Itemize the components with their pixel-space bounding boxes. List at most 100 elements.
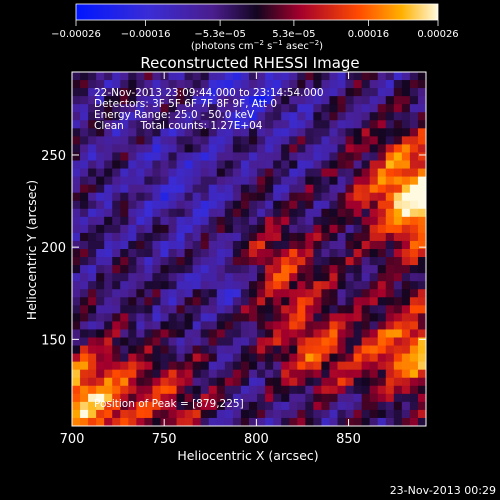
heatmap-cell	[361, 144, 371, 154]
heatmap-cell	[345, 313, 355, 323]
heatmap-cell	[80, 104, 89, 113]
heatmap-cell	[265, 144, 274, 154]
heatmap-cell	[393, 72, 403, 81]
heatmap-cell	[361, 136, 371, 146]
heatmap-cell	[96, 409, 105, 419]
heatmap-cell	[168, 409, 178, 419]
heatmap-cell	[144, 96, 154, 105]
heatmap-cell	[240, 232, 250, 242]
heatmap-cell	[337, 249, 347, 258]
heatmap-cell	[369, 216, 379, 226]
heatmap-cell	[329, 353, 339, 363]
heatmap-cell	[200, 257, 210, 266]
heatmap-cell	[104, 289, 113, 298]
heatmap-cell	[168, 128, 178, 137]
heatmap-cell	[232, 224, 242, 234]
heatmap-cell	[361, 257, 371, 266]
heatmap-cell	[128, 104, 137, 113]
heatmap-cell	[136, 176, 146, 186]
heatmap-cell	[305, 385, 314, 395]
heatmap-cell	[128, 184, 137, 194]
heatmap-cell	[192, 176, 202, 186]
heatmap-cell	[240, 184, 250, 194]
heatmap-cell	[329, 96, 339, 105]
heatmap-cell	[417, 409, 426, 419]
heatmap-cell	[281, 353, 290, 363]
heatmap-cell	[329, 144, 339, 154]
heatmap-cell	[208, 104, 218, 113]
heatmap-cell	[104, 160, 113, 170]
heatmap-cell	[240, 281, 250, 290]
heatmap-cell	[144, 80, 154, 89]
heatmap-cell	[216, 224, 226, 234]
heatmap-cell	[361, 128, 371, 137]
heatmap-cell	[168, 80, 178, 89]
heatmap-cell	[345, 184, 355, 194]
heatmap-cell	[136, 240, 146, 250]
heatmap-cell	[184, 128, 194, 137]
heatmap-cell	[152, 321, 162, 331]
heatmap-cell	[184, 96, 194, 105]
heatmap-cell	[345, 120, 355, 129]
heatmap-cell	[112, 313, 121, 323]
heatmap-cell	[144, 273, 154, 282]
heatmap-cell	[265, 216, 274, 226]
heatmap-cell	[192, 377, 202, 387]
heatmap-cell	[353, 321, 363, 331]
heatmap-cell	[393, 385, 403, 395]
heatmap-cell	[353, 249, 363, 258]
heatmap-cell	[192, 152, 202, 162]
heatmap-cell	[88, 409, 97, 419]
heatmap-cell	[224, 353, 234, 363]
heatmap-cell	[273, 385, 282, 395]
heatmap-cell	[297, 184, 306, 194]
heatmap-cell	[305, 305, 314, 314]
heatmap-cell	[385, 313, 395, 323]
heatmap-cell	[200, 216, 210, 226]
heatmap-cell	[257, 313, 266, 323]
heatmap-cell	[249, 176, 258, 186]
heatmap-cell	[361, 184, 371, 194]
heatmap-cell	[224, 168, 234, 178]
heatmap-cell	[128, 224, 137, 234]
heatmap-cell	[401, 393, 411, 403]
heatmap-cell	[144, 377, 154, 387]
heatmap-cell	[273, 409, 282, 419]
heatmap-cell	[417, 192, 426, 202]
heatmap-cell	[273, 120, 282, 129]
heatmap-cell	[216, 144, 226, 154]
heatmap-cell	[104, 313, 113, 323]
heatmap-cell	[184, 297, 194, 306]
heatmap-cell	[305, 297, 314, 306]
heatmap-cell	[184, 208, 194, 218]
heatmap-cell	[208, 72, 218, 81]
heatmap-cell	[249, 104, 258, 113]
heatmap-cell	[224, 200, 234, 210]
heatmap-cell	[104, 249, 113, 258]
heatmap-cell	[289, 224, 298, 234]
heatmap-cell	[281, 345, 290, 355]
heatmap-cell	[289, 176, 298, 186]
heatmap-cell	[321, 401, 331, 411]
heatmap-cell	[257, 417, 266, 426]
heatmap-cell	[112, 353, 121, 363]
heatmap-cell	[88, 112, 97, 121]
heatmap-cell	[72, 377, 81, 387]
heatmap-cell	[289, 337, 298, 347]
heatmap-cell	[224, 313, 234, 323]
heatmap-cell	[265, 72, 274, 81]
heatmap-cell	[112, 152, 121, 162]
heatmap-cell	[240, 240, 250, 250]
heatmap-cell	[281, 88, 290, 97]
heatmap-cell	[289, 345, 298, 355]
heatmap-cell	[329, 128, 339, 137]
heatmap-cell	[345, 265, 355, 274]
heatmap-cell	[208, 289, 218, 298]
heatmap-cell	[281, 152, 290, 162]
heatmap-cell	[401, 337, 411, 347]
heatmap-cell	[128, 393, 137, 403]
heatmap-cell	[361, 265, 371, 274]
heatmap-cell	[88, 361, 97, 371]
heatmap-cell	[168, 417, 178, 426]
